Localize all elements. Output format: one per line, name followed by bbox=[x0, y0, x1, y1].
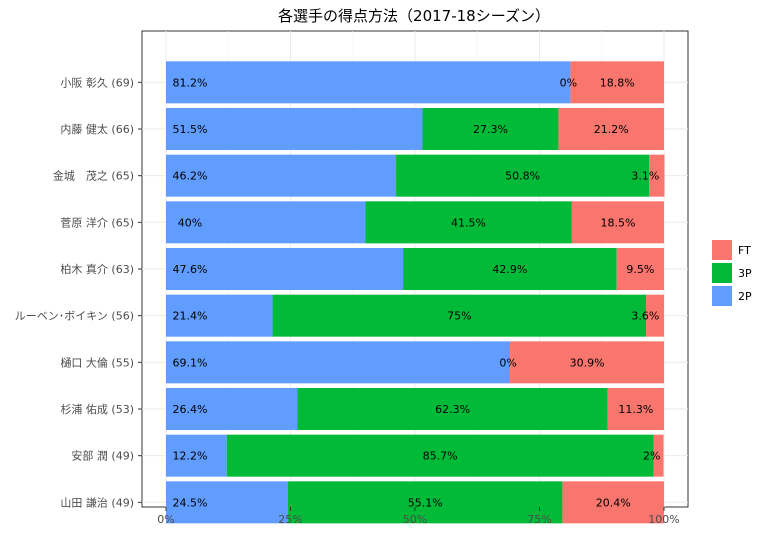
x-axis-labels: 0% 25% 50% 75% 100% bbox=[157, 507, 680, 526]
y-tick-label: 金城 茂之 (65) bbox=[53, 169, 134, 183]
y-tick-label: 菅原 洋介 (65) bbox=[60, 215, 134, 229]
three-point-value-label: 62.3% bbox=[435, 403, 470, 416]
two-point-value-label: 47.6% bbox=[173, 263, 208, 276]
free-throw-bar bbox=[562, 481, 664, 524]
free-throw-bar bbox=[510, 341, 664, 384]
two-point-bar bbox=[166, 201, 366, 244]
three-point-value-label: 42.9% bbox=[492, 263, 527, 276]
legend-label-free-throw: FT bbox=[738, 244, 751, 257]
two-point-bar bbox=[166, 154, 397, 197]
two-point-value-label: 40% bbox=[178, 216, 202, 229]
two-point-value-label: 51.5% bbox=[173, 123, 208, 136]
legend-key-free-throw bbox=[712, 240, 732, 260]
free-throw-bar bbox=[653, 434, 664, 477]
two-point-bar bbox=[166, 341, 511, 384]
free-throw-bar bbox=[646, 294, 664, 337]
legend-label-two-point: 2P bbox=[738, 290, 752, 303]
three-point-value-label: 75% bbox=[447, 310, 471, 323]
two-point-bar bbox=[166, 481, 289, 524]
y-tick-label: 小阪 彰久 (69) bbox=[60, 75, 134, 89]
free-throw-bar bbox=[649, 154, 665, 197]
x-tick-label: 0% bbox=[157, 513, 174, 526]
free-throw-bar bbox=[571, 201, 664, 244]
x-tick-label: 50% bbox=[403, 513, 427, 526]
chart-title: 各選手の得点方法（2017-18シーズン） bbox=[278, 7, 550, 25]
legend-label-three-point: 3P bbox=[738, 267, 752, 280]
free-throw-value-label: 30.9% bbox=[570, 356, 605, 369]
y-tick-label: 安部 潤 (49) bbox=[71, 449, 134, 463]
two-point-value-label: 69.1% bbox=[173, 356, 208, 369]
three-point-bar bbox=[288, 481, 563, 524]
data-labels: 81.2% 0% 18.8% 51.5% 27.3% 21.2% 46.2% 50.8% 3.1… bbox=[173, 76, 661, 509]
free-throw-value-label: 9.5% bbox=[626, 263, 654, 276]
two-point-value-label: 81.2% bbox=[173, 76, 208, 89]
three-point-bar bbox=[422, 108, 559, 150]
x-tick-label: 25% bbox=[278, 513, 302, 526]
free-throw-value-label: 20.4% bbox=[596, 496, 631, 509]
y-tick-label: 柏木 真介 (63) bbox=[60, 262, 134, 276]
legend-key-three-point bbox=[712, 263, 732, 283]
three-point-value-label: 27.3% bbox=[473, 123, 508, 136]
free-throw-bar bbox=[607, 388, 664, 430]
three-point-bar bbox=[272, 294, 647, 337]
two-point-value-label: 26.4% bbox=[173, 403, 208, 416]
free-throw-value-label: 3.6% bbox=[631, 310, 659, 323]
legend-key-two-point bbox=[712, 286, 732, 306]
two-point-bar bbox=[166, 108, 423, 150]
three-point-bar bbox=[365, 201, 572, 244]
three-point-bar bbox=[403, 248, 617, 290]
two-point-value-label: 12.2% bbox=[173, 450, 208, 463]
two-point-bar bbox=[166, 61, 571, 104]
two-point-bar bbox=[166, 248, 404, 290]
three-point-value-label: 50.8% bbox=[505, 170, 540, 183]
free-throw-bar bbox=[616, 248, 664, 290]
three-point-value-label: 0% bbox=[560, 76, 577, 89]
two-point-value-label: 46.2% bbox=[173, 170, 208, 183]
bars bbox=[166, 61, 665, 524]
three-point-bar bbox=[396, 154, 650, 197]
y-tick-label: 杉浦 佑成 (53) bbox=[60, 402, 134, 416]
three-point-value-label: 85.7% bbox=[423, 450, 458, 463]
x-tick-label: 100% bbox=[648, 513, 679, 526]
y-tick-label: 内藤 健太 (66) bbox=[60, 122, 134, 136]
two-point-bar bbox=[166, 434, 227, 477]
three-point-value-label: 41.5% bbox=[451, 216, 486, 229]
two-point-value-label: 24.5% bbox=[173, 496, 208, 509]
two-point-value-label: 21.4% bbox=[173, 310, 208, 323]
three-point-value-label: 55.1% bbox=[408, 496, 443, 509]
free-throw-value-label: 18.5% bbox=[600, 216, 635, 229]
free-throw-value-label: 3.1% bbox=[631, 170, 659, 183]
two-point-bar bbox=[166, 294, 273, 337]
free-throw-value-label: 2% bbox=[643, 450, 660, 463]
legend: FT 3P 2P bbox=[712, 240, 752, 306]
three-point-value-label: 0% bbox=[499, 356, 516, 369]
free-throw-bar bbox=[570, 61, 664, 104]
free-throw-bar bbox=[558, 108, 664, 150]
y-tick-label: 山田 謙治 (49) bbox=[60, 495, 134, 509]
three-point-bar bbox=[226, 434, 654, 477]
y-tick-label: 樋口 大倫 (55) bbox=[60, 355, 134, 369]
two-point-bar bbox=[166, 388, 298, 430]
y-axis-labels: 小阪 彰久 (69) 内藤 健太 (66) 金城 茂之 (65) 菅原 洋介 (65)… bbox=[15, 75, 142, 509]
free-throw-value-label: 11.3% bbox=[618, 403, 653, 416]
free-throw-value-label: 18.8% bbox=[600, 76, 635, 89]
y-tick-label: ルーベン･ボイキン (56) bbox=[15, 310, 134, 323]
x-tick-label: 75% bbox=[527, 513, 551, 526]
three-point-bar bbox=[297, 388, 608, 430]
free-throw-value-label: 21.2% bbox=[594, 123, 629, 136]
